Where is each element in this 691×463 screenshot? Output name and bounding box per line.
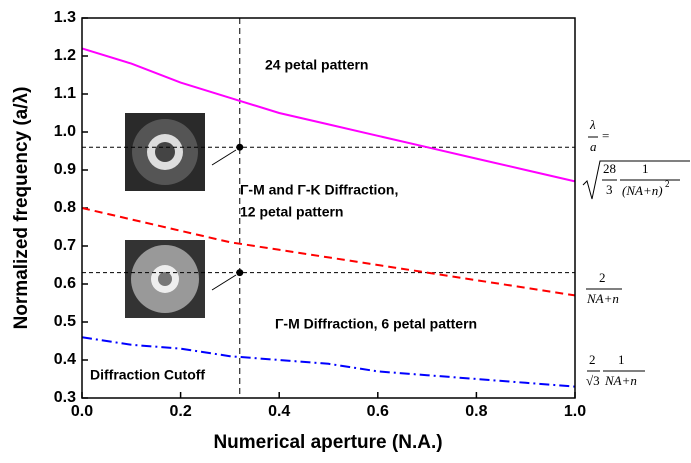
y-tick-label: 1.3 <box>54 9 76 26</box>
y-tick-label: 0.9 <box>54 161 76 178</box>
x-axis-label: Numerical aperture (N.A.) <box>213 432 442 453</box>
annotation: 24 petal pattern <box>265 57 368 73</box>
formula: √3 <box>586 373 600 388</box>
formula: 2 <box>589 352 596 367</box>
y-tick-label: 1.2 <box>54 47 76 64</box>
y-tick-label: 0.8 <box>54 199 76 216</box>
y-tick-label: 0.4 <box>54 351 76 368</box>
inset-image-6 <box>125 240 205 318</box>
formula: 1 <box>618 352 625 367</box>
x-tick-label: 0.4 <box>268 403 290 420</box>
y-tick-label: 0.5 <box>54 313 76 330</box>
point <box>236 144 243 151</box>
formula: (NA+n) <box>622 183 663 198</box>
formula: 28 <box>603 161 616 176</box>
y-tick-label: 0.6 <box>54 275 76 292</box>
formula: 3 <box>606 182 613 197</box>
chart: Numerical aperture (N.A.) Normalized fre… <box>0 0 691 463</box>
y-tick-label: 1.1 <box>54 85 76 102</box>
y-tick-label: 1.0 <box>54 123 76 140</box>
arrow <box>212 275 236 290</box>
y-axis-label: Normalized frequency (a/λ) <box>11 87 32 330</box>
formula: = <box>602 128 609 143</box>
formula: a <box>590 139 597 154</box>
y-tick-label: 0.7 <box>54 237 76 254</box>
x-tick-label: 1.0 <box>564 403 586 420</box>
x-tick-label: 0.6 <box>367 403 389 420</box>
formula: NA+n <box>586 291 619 306</box>
annotation: Γ-M Diffraction, 6 petal pattern <box>275 316 477 332</box>
arrow <box>212 150 236 165</box>
formula: 2 <box>665 179 670 189</box>
x-tick-label: 0.2 <box>169 403 191 420</box>
formula: 2 <box>599 270 606 285</box>
x-tick-label: 0.8 <box>465 403 487 420</box>
formula: λ <box>589 117 596 132</box>
formula: NA+n <box>604 373 637 388</box>
annotation: Diffraction Cutoff <box>90 367 205 383</box>
point <box>236 269 243 276</box>
annotation: 12 petal pattern <box>240 204 343 220</box>
formula: 1 <box>642 161 649 176</box>
y-tick-label: 0.3 <box>54 389 76 406</box>
annotation: Γ-M and Γ-K Diffraction, <box>240 182 398 198</box>
inset-image-12 <box>125 113 205 191</box>
